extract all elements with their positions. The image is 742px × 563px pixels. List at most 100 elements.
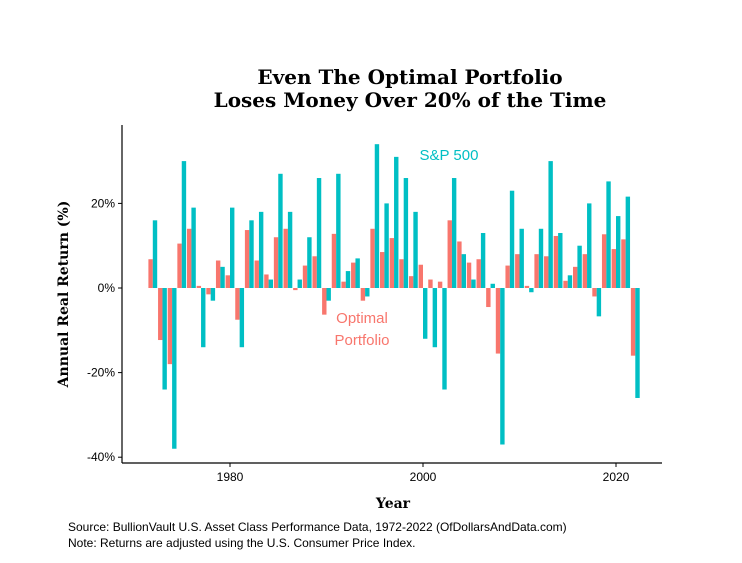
sp500-bar-1977 bbox=[201, 288, 206, 348]
sp500-bar-2013 bbox=[548, 161, 553, 288]
sp500-bar-1983 bbox=[258, 211, 264, 288]
chart-title-line-2: Loses Money Over 20% of the Time bbox=[214, 88, 607, 112]
sp500-bar-2020 bbox=[616, 216, 621, 288]
sp500-bar-2006 bbox=[480, 233, 486, 288]
optimal-bar-1979 bbox=[215, 260, 221, 288]
sp500-bar-1991 bbox=[336, 173, 341, 288]
sp500-bar-1999 bbox=[413, 211, 418, 288]
optimal-bar-2008 bbox=[495, 288, 501, 354]
y-tick-label: -40% bbox=[87, 450, 115, 464]
optimal-annotation-line-1: Optimal bbox=[336, 310, 388, 327]
x-tick-label: 1980 bbox=[217, 470, 244, 484]
sp500-bar-2004 bbox=[461, 254, 466, 288]
optimal-bar-1993 bbox=[351, 262, 356, 288]
optimal-bar-2014 bbox=[553, 235, 559, 288]
sp500-bar-1998 bbox=[403, 178, 409, 288]
optimal-bar-1977 bbox=[196, 285, 202, 288]
returns-note: Note: Returns are adjusted using the U.S… bbox=[68, 536, 416, 550]
sp500-bar-1972 bbox=[152, 220, 158, 288]
optimal-bar-1986 bbox=[283, 228, 288, 288]
optimal-bar-1988 bbox=[302, 265, 308, 288]
optimal-bar-2003 bbox=[447, 220, 452, 288]
sp500-bar-2010 bbox=[519, 228, 524, 288]
optimal-bar-2010 bbox=[515, 254, 520, 288]
optimal-bar-1985 bbox=[273, 237, 279, 288]
optimal-bar-1987 bbox=[293, 288, 298, 291]
optimal-bar-1982 bbox=[244, 230, 250, 288]
optimal-bar-2011 bbox=[524, 285, 530, 288]
optimal-bar-2015 bbox=[563, 280, 568, 288]
optimal-bar-1981 bbox=[235, 288, 240, 320]
sp500-bar-1995 bbox=[374, 144, 380, 288]
sp500-bar-2014 bbox=[558, 233, 563, 288]
optimal-bar-2016 bbox=[573, 266, 578, 288]
y-axis-label: Annual Real Return (%) bbox=[56, 201, 72, 389]
sp500-bar-2005 bbox=[471, 279, 476, 288]
sp500-bar-2007 bbox=[490, 283, 495, 288]
sp500-annotation: S&P 500 bbox=[420, 147, 479, 164]
optimal-bar-2009 bbox=[505, 265, 510, 288]
sp500-bar-1979 bbox=[220, 266, 225, 288]
optimal-bar-1996 bbox=[380, 252, 385, 288]
optimal-bar-1978 bbox=[206, 288, 211, 295]
sp500-bar-2017 bbox=[587, 203, 592, 288]
optimal-bar-1997 bbox=[389, 238, 395, 288]
sp500-bar-1993 bbox=[355, 258, 360, 288]
optimal-bar-2006 bbox=[476, 259, 481, 288]
x-ticks: 1980 2000 2020 bbox=[217, 463, 630, 484]
optimal-bar-1989 bbox=[312, 256, 317, 288]
optimal-bar-2013 bbox=[544, 256, 549, 288]
sp500-bar-2022 bbox=[635, 288, 640, 398]
optimal-bar-1992 bbox=[341, 281, 346, 288]
optimal-bar-1990 bbox=[322, 288, 327, 315]
sp500-bar-2009 bbox=[509, 190, 515, 288]
sp500-bar-1992 bbox=[345, 271, 351, 288]
sp500-bar-1974 bbox=[172, 288, 177, 449]
optimal-bar-1998 bbox=[399, 259, 404, 288]
sp500-bar-1996 bbox=[384, 203, 389, 288]
sp500-bar-1997 bbox=[394, 156, 399, 288]
sp500-bar-2011 bbox=[529, 288, 534, 293]
optimal-bar-1975 bbox=[177, 243, 182, 288]
sp500-bar-1985 bbox=[278, 173, 283, 288]
optimal-bar-1972 bbox=[148, 259, 153, 288]
optimal-annotation-line-2: Portfolio bbox=[334, 332, 389, 349]
y-ticks: -40% -20% 0% 20% bbox=[87, 196, 122, 464]
y-tick-label: 20% bbox=[91, 196, 115, 210]
x-tick-label: 2000 bbox=[410, 470, 437, 484]
optimal-bar-1983 bbox=[254, 260, 259, 288]
optimal-bar-2019 bbox=[601, 234, 607, 288]
sp500-bar-1973 bbox=[162, 288, 167, 390]
optimal-bar-1973 bbox=[158, 288, 163, 341]
source-note: Source: BullionVault U.S. Asset Class Pe… bbox=[68, 520, 567, 534]
sp500-bar-1975 bbox=[181, 161, 187, 288]
optimal-bar-2004 bbox=[457, 241, 462, 288]
sp500-bar-1986 bbox=[287, 211, 293, 288]
optimal-bar-1999 bbox=[408, 276, 414, 288]
optimal-bar-2001 bbox=[428, 279, 433, 288]
optimal-bar-2018 bbox=[592, 288, 597, 297]
optimal-bar-2000 bbox=[418, 264, 423, 288]
optimal-bar-2020 bbox=[611, 249, 616, 288]
sp500-bar-1981 bbox=[239, 288, 245, 348]
y-tick-label: 0% bbox=[98, 281, 116, 295]
optimal-bar-2022 bbox=[630, 288, 636, 356]
sp500-bar-2008 bbox=[500, 288, 505, 445]
x-axis-label: Year bbox=[375, 496, 411, 512]
sp500-bar-1982 bbox=[249, 220, 254, 288]
x-tick-label: 2020 bbox=[603, 470, 630, 484]
sp500-bar-2015 bbox=[567, 275, 573, 288]
optimal-bar-2017 bbox=[582, 254, 588, 288]
optimal-bar-2021 bbox=[621, 239, 626, 288]
sp500-bar-1988 bbox=[307, 237, 312, 288]
optimal-bar-2005 bbox=[466, 262, 472, 288]
sp500-bar-2003 bbox=[451, 178, 457, 288]
sp500-bar-2001 bbox=[432, 288, 438, 348]
y-tick-label: -20% bbox=[87, 366, 115, 380]
sp500-bar-1978 bbox=[210, 288, 216, 301]
sp500-bar-2016 bbox=[577, 245, 582, 288]
optimal-bar-2012 bbox=[534, 254, 539, 288]
optimal-bar-1994 bbox=[360, 288, 366, 301]
